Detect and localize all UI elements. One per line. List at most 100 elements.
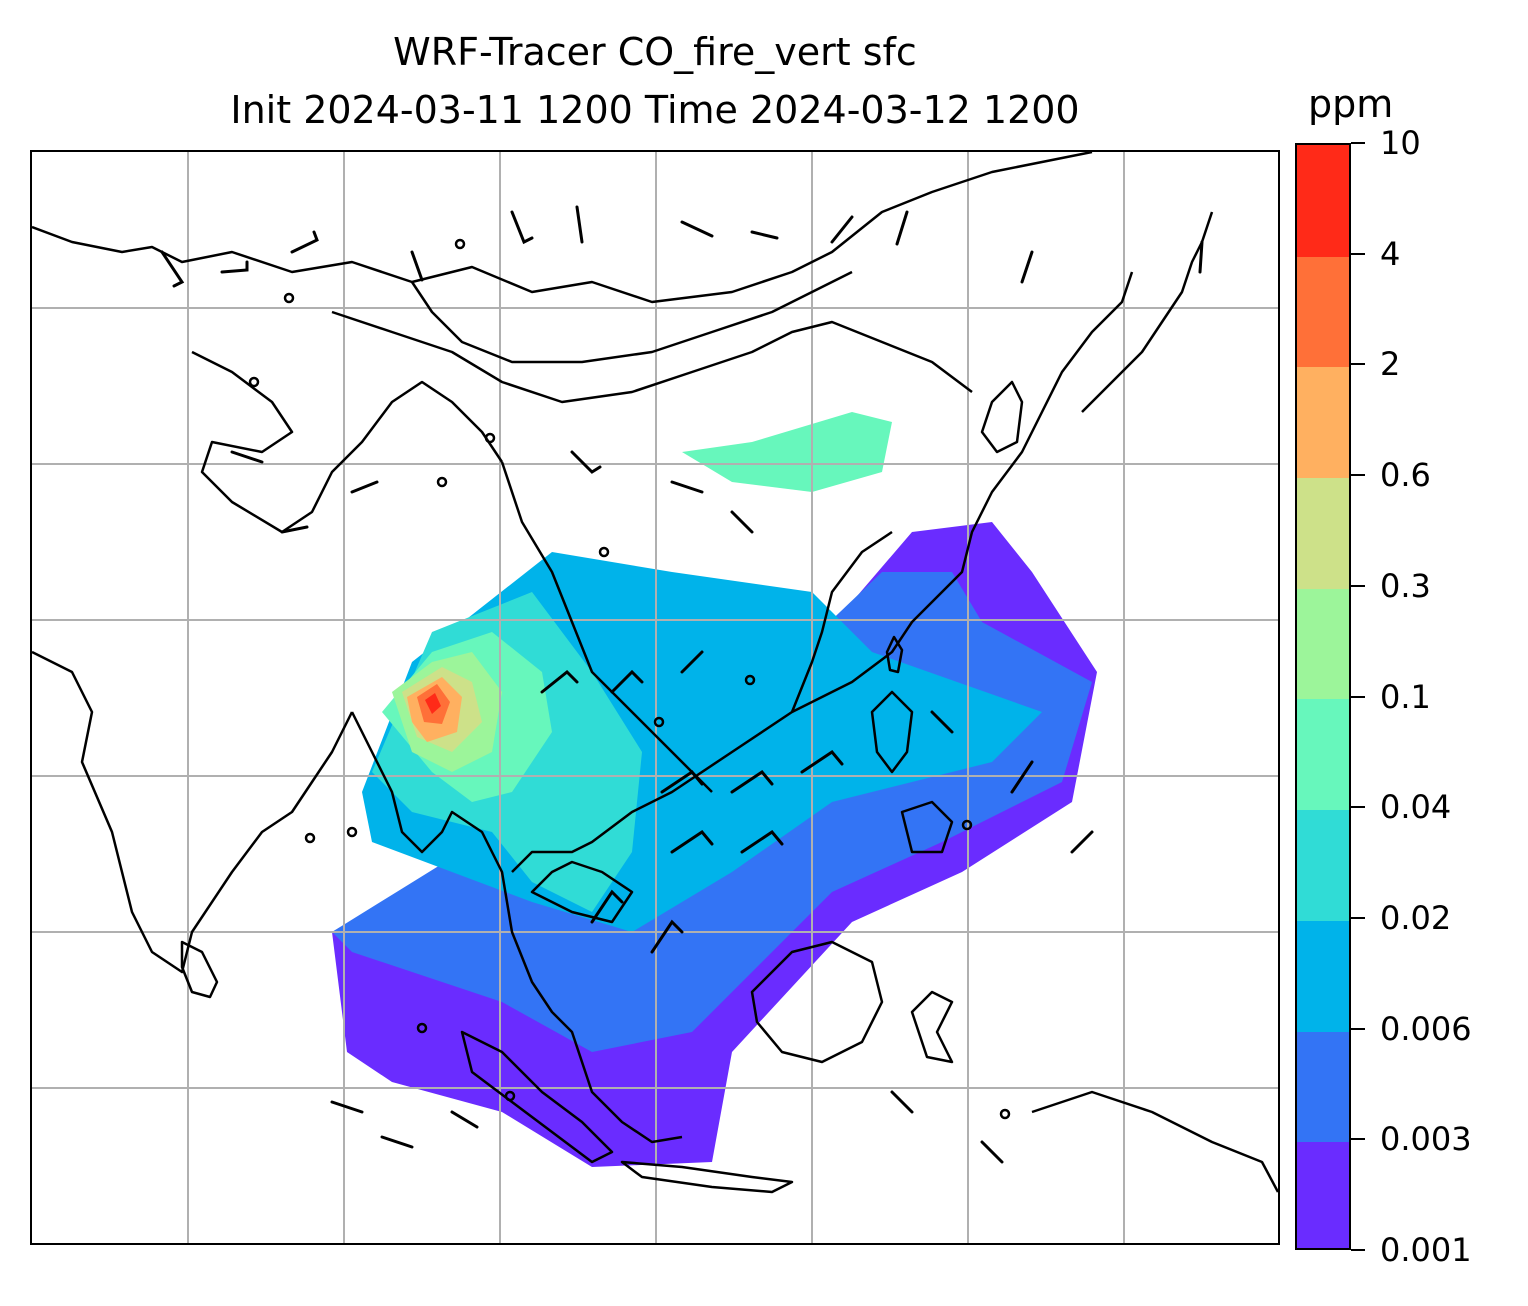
wind-barb xyxy=(930,710,954,734)
colorbar-tick-label: 0.02 xyxy=(1380,898,1452,937)
map-panel xyxy=(30,150,1280,1245)
wind-barb xyxy=(680,650,704,674)
colorbar-tick xyxy=(1351,695,1365,698)
wind-barb xyxy=(750,230,779,240)
wind-barb xyxy=(1198,240,1204,274)
calm-wind-circle xyxy=(598,546,610,558)
sri-lanka xyxy=(180,940,219,999)
wind-barb xyxy=(670,480,704,494)
colorbar-tick-label: 10 xyxy=(1380,124,1421,162)
calm-wind-circle xyxy=(283,292,295,304)
wind-barb xyxy=(350,480,379,494)
calm-wind-circle xyxy=(653,716,665,728)
wind-barb xyxy=(830,215,854,244)
gulf-of-thailand xyxy=(530,860,634,924)
calm-wind-circle xyxy=(346,826,358,838)
plume-level-0.04-north xyxy=(682,412,892,492)
wind-barb xyxy=(680,220,714,238)
colorbar-tick-label: 0.006 xyxy=(1380,1009,1472,1048)
tracer-plume xyxy=(332,412,1097,1167)
coastlines xyxy=(32,152,1278,1194)
wind-barb xyxy=(730,770,774,794)
border-central-asia xyxy=(191,350,504,534)
colorbar-segment xyxy=(1297,809,1349,921)
colorbar-tick xyxy=(1351,252,1365,255)
colorbar-segment xyxy=(1297,919,1349,1032)
korea xyxy=(980,380,1024,454)
map-title-line1: WRF-Tracer CO_fire_vert sfc xyxy=(393,30,917,74)
wind-barb xyxy=(570,450,602,474)
colorbar-tick-label: 2 xyxy=(1380,345,1401,384)
north-coast xyxy=(32,152,1093,304)
sulawesi xyxy=(910,990,954,1064)
colorbar-tick-label: 0.3 xyxy=(1380,566,1431,605)
japan xyxy=(1081,211,1214,413)
wind-barb xyxy=(670,830,714,854)
colorbar xyxy=(1295,143,1351,1250)
wind-barb xyxy=(450,1110,479,1129)
colorbar-tick xyxy=(1351,1138,1365,1141)
calm-wind-circle xyxy=(999,1108,1011,1120)
calm-wind-circle xyxy=(744,674,756,686)
china-coast xyxy=(791,271,1134,714)
india-coast xyxy=(32,650,354,974)
calm-wind-circle xyxy=(484,432,496,444)
wind-barb xyxy=(890,1090,914,1114)
calm-wind-circle xyxy=(504,1090,516,1102)
wind-barb xyxy=(650,919,684,954)
colorbar-tick xyxy=(1351,806,1365,809)
wind-barb xyxy=(590,889,624,924)
wind-barb xyxy=(610,669,644,694)
java xyxy=(620,1160,794,1194)
wind-barb xyxy=(980,1140,1004,1164)
calm-wind-markers xyxy=(248,238,1011,1120)
colorbar-tick-label: 0.6 xyxy=(1380,456,1431,495)
wind-barb xyxy=(380,1135,414,1149)
colorbar-segment xyxy=(1297,587,1349,700)
colorbar-tick xyxy=(1351,1027,1365,1030)
colorbar-segment xyxy=(1297,145,1349,257)
map-canvas xyxy=(32,152,1278,1243)
wind-barb xyxy=(280,525,309,534)
wind-barb xyxy=(290,230,319,254)
indochina-coast xyxy=(511,530,893,873)
colorbar-tick-label: 0.1 xyxy=(1380,677,1431,716)
wind-barb xyxy=(575,205,584,244)
philippines-mindanao xyxy=(900,800,954,854)
bay-east-coast xyxy=(350,711,683,1144)
colorbar-tick xyxy=(1351,584,1365,587)
calm-wind-circle xyxy=(436,476,448,488)
new-guinea xyxy=(1031,1090,1278,1193)
colorbar-segment xyxy=(1297,1030,1349,1143)
calm-wind-circle xyxy=(416,1022,428,1034)
colorbar-tick xyxy=(1351,474,1365,477)
colorbar-segment xyxy=(1297,1141,1349,1248)
wind-barb xyxy=(330,1100,364,1114)
wind-barb xyxy=(1070,830,1094,854)
colorbar-tick-label: 0.003 xyxy=(1380,1120,1472,1159)
wind-barb xyxy=(800,750,844,774)
calm-wind-circle xyxy=(454,238,466,250)
border-southeast-asia xyxy=(500,461,713,793)
colorbar-tick xyxy=(1351,142,1365,144)
calm-wind-circle xyxy=(961,819,973,831)
colorbar-segment xyxy=(1297,477,1349,589)
wind-barb xyxy=(510,210,534,245)
colorbar-unit-label: ppm xyxy=(1308,82,1394,126)
colorbar-segment xyxy=(1297,366,1349,479)
wind-barb xyxy=(1010,760,1034,794)
calm-wind-circle xyxy=(248,376,260,388)
philippines-luzon xyxy=(870,690,914,774)
border-china-north xyxy=(331,310,973,404)
wind-barb xyxy=(410,250,424,282)
colorbar-tick xyxy=(1351,363,1365,366)
colorbar-tick-label: 4 xyxy=(1380,234,1401,273)
sumatra xyxy=(460,1030,614,1164)
borneo xyxy=(750,940,884,1064)
wind-barb xyxy=(740,830,784,854)
wind-barb xyxy=(660,770,704,794)
wind-barb xyxy=(220,260,249,274)
colorbar-tick-label: 0.001 xyxy=(1380,1231,1472,1269)
colorbar-segment xyxy=(1297,255,1349,368)
colorbar-tick-label: 0.04 xyxy=(1380,788,1452,827)
